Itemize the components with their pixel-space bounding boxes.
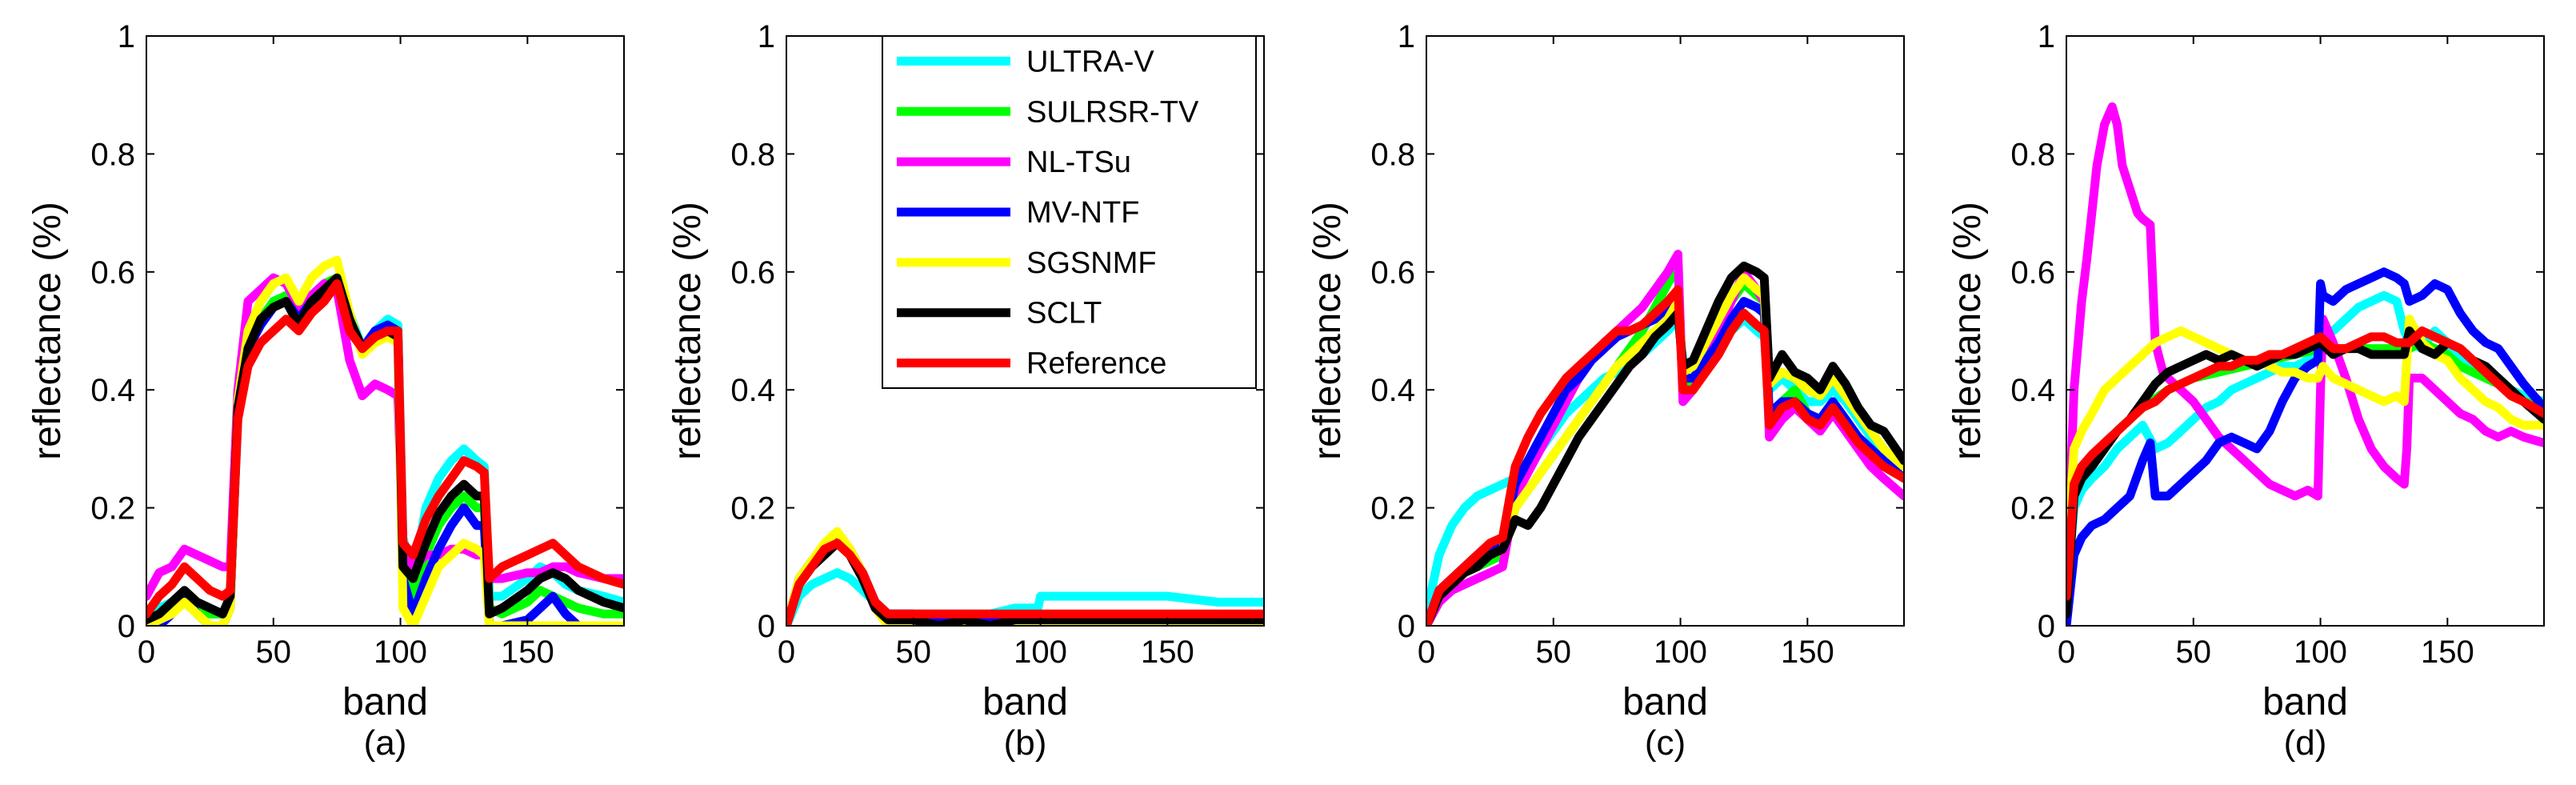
- y-tick-label: 0: [758, 609, 775, 644]
- series-line-sgsnmf: [786, 527, 1264, 626]
- x-tick-label: 150: [2421, 635, 2474, 670]
- x-tick-label: 100: [2294, 635, 2347, 670]
- y-tick-label: 0.4: [90, 373, 135, 408]
- x-tick-label: 150: [501, 635, 554, 670]
- series-group: [1426, 250, 1904, 626]
- x-tick-label: 100: [1654, 635, 1707, 670]
- chart-panel-a: 0 50 100 150 0 0.2 0.4 0.6 0.8 1 band reflectance (…: [26, 19, 625, 763]
- y-tick-label: 0.8: [1370, 137, 1415, 172]
- legend-label: ULTRA-V: [1026, 45, 1154, 78]
- y-tick-label: 0.8: [730, 137, 775, 172]
- x-axis-label: band: [1622, 681, 1708, 723]
- axes-frame: [1426, 35, 1905, 627]
- series-group: [2066, 102, 2544, 626]
- legend-label: SCLT: [1026, 297, 1102, 330]
- series-line-sgsnmf: [2066, 314, 2544, 571]
- series-group: [146, 255, 624, 626]
- series-line-reference: [1426, 285, 1904, 626]
- y-axis-label: reflectance (%): [1306, 202, 1349, 460]
- x-axis-label: band: [2262, 681, 2348, 723]
- axes-frame: [146, 35, 625, 627]
- panel-label: (a): [364, 723, 407, 763]
- y-tick-label: 0.6: [1370, 255, 1415, 290]
- x-tick-label: 100: [1014, 635, 1067, 670]
- y-tick-label: 0.4: [730, 373, 775, 408]
- y-tick-label: 0: [1398, 609, 1415, 644]
- y-tick-label: 0.6: [730, 255, 775, 290]
- y-tick-label: 0.4: [2010, 373, 2055, 408]
- x-tick-label: 0: [2058, 635, 2075, 670]
- chart-panel-d: 0 50 100 150 0 0.2 0.4 0.6 0.8 1 band reflectance (…: [1946, 19, 2545, 763]
- panel-label: (b): [1004, 723, 1047, 763]
- y-axis-label: reflectance (%): [1946, 202, 1989, 460]
- chart-panel-b: 0 50 100 150 0 0.2 0.4 0.6 0.8 1 band reflectance (…: [666, 19, 1265, 763]
- panel-label: (d): [2284, 723, 2327, 763]
- series-line-mv-ntf: [2066, 267, 2544, 626]
- x-tick-label: 50: [1536, 635, 1572, 670]
- y-tick-label: 0.2: [1370, 491, 1415, 527]
- panel-label: (c): [1645, 723, 1686, 763]
- x-tick-label: 0: [778, 635, 795, 670]
- x-tick-label: 50: [2176, 635, 2212, 670]
- y-axis-label: reflectance (%): [666, 202, 709, 460]
- y-tick-label: 0.2: [730, 491, 775, 527]
- plot-area: [2066, 36, 2544, 626]
- series-line-reference: [2066, 326, 2544, 601]
- legend-label: SGSNMF: [1026, 246, 1157, 280]
- x-tick-label: 100: [374, 635, 427, 670]
- y-tick-label: 1: [758, 19, 775, 54]
- x-axis-label: band: [342, 681, 428, 723]
- legend: ULTRA-V SULRSR-TV NL-TSu MV-NTF SGSNMF SCLT Re…: [882, 35, 1257, 389]
- series-line-reference: [786, 539, 1264, 626]
- x-tick-label: 150: [1781, 635, 1834, 670]
- legend-label: SULRSR-TV: [1026, 95, 1199, 129]
- legend-label: MV-NTF: [1026, 196, 1139, 230]
- x-tick-label: 0: [138, 635, 155, 670]
- x-tick-label: 150: [1141, 635, 1194, 670]
- series-line-sclt: [1426, 261, 1904, 626]
- y-tick-label: 0.8: [90, 137, 135, 172]
- series-line-nl-tsu: [146, 273, 624, 601]
- y-tick-label: 1: [1398, 19, 1415, 54]
- y-tick-label: 0.8: [2010, 137, 2055, 172]
- y-tick-label: 0: [118, 609, 135, 644]
- y-axis-label: reflectance (%): [26, 202, 69, 460]
- y-tick-label: 0.2: [2010, 491, 2055, 527]
- x-tick-label: 50: [896, 635, 932, 670]
- x-tick-label: 50: [256, 635, 292, 670]
- series-line-nl-tsu: [2066, 102, 2544, 601]
- chart-panel-c: 0 50 100 150 0 0.2 0.4 0.6 0.8 1 band reflectance (…: [1306, 19, 1905, 763]
- y-tick-label: 0.2: [90, 491, 135, 527]
- legend-label: Reference: [1026, 347, 1166, 381]
- x-axis-label: band: [982, 681, 1068, 723]
- y-tick-label: 0.6: [90, 255, 135, 290]
- x-tick-label: 0: [1418, 635, 1435, 670]
- series-group: [786, 527, 1264, 626]
- legend-label: NL-TSu: [1026, 146, 1131, 179]
- y-tick-label: 0: [2038, 609, 2055, 644]
- y-tick-label: 0.6: [2010, 255, 2055, 290]
- series-line-reference: [146, 279, 624, 619]
- y-tick-label: 0.4: [1370, 373, 1415, 408]
- axes-frame: [2066, 35, 2545, 627]
- y-tick-label: 1: [118, 19, 135, 54]
- y-tick-label: 1: [2038, 19, 2055, 54]
